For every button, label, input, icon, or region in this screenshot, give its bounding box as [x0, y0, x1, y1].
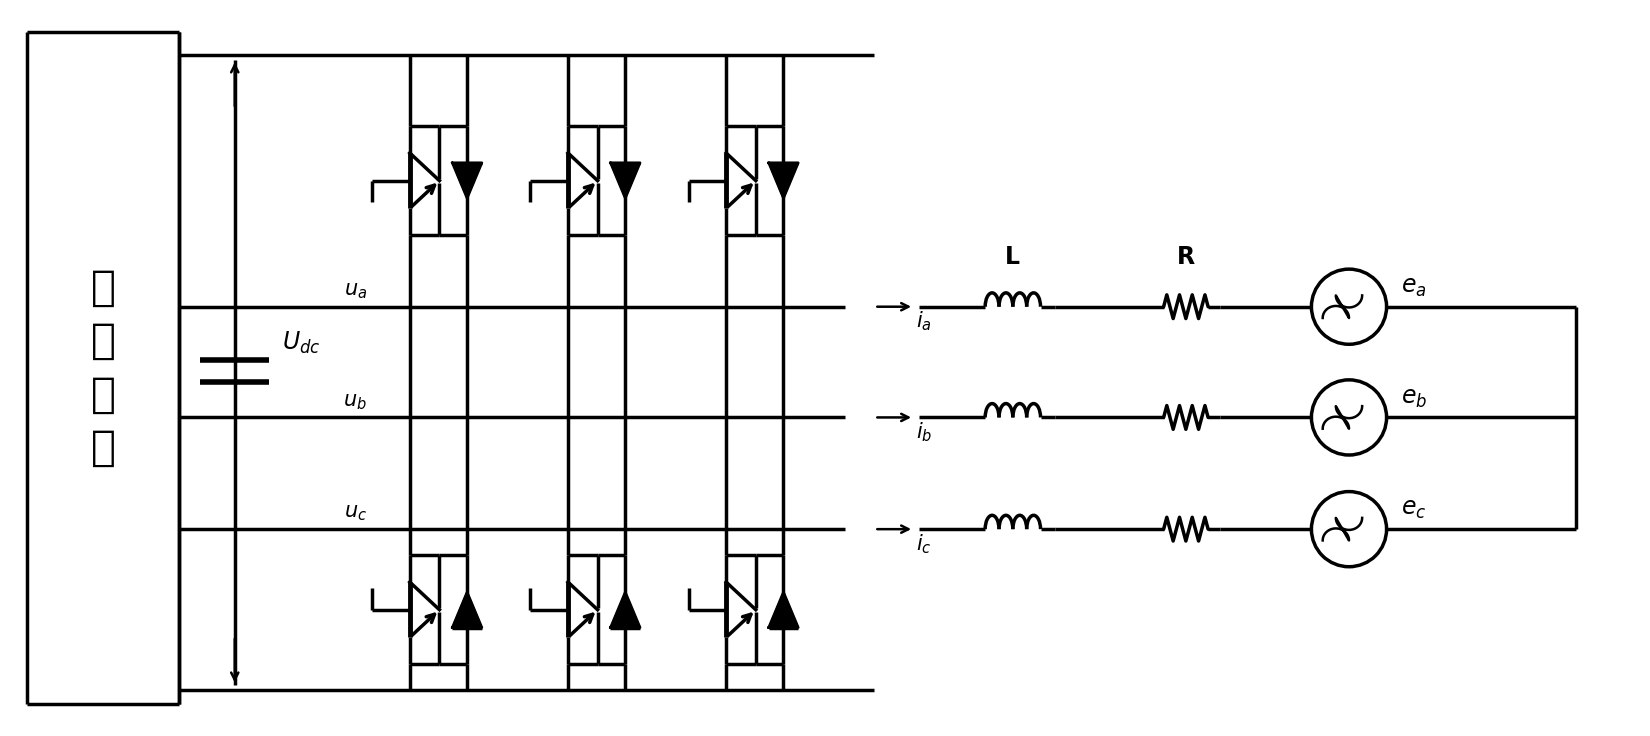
Text: $u_a$: $u_a$	[343, 281, 366, 301]
Text: $e_c$: $e_c$	[1401, 498, 1427, 521]
Text: L: L	[1005, 245, 1020, 269]
Text: $e_a$: $e_a$	[1401, 276, 1427, 299]
Text: $i_a$: $i_a$	[916, 310, 932, 333]
Text: 光
伏
阵
列: 光 伏 阵 列	[91, 266, 116, 470]
Polygon shape	[610, 163, 640, 199]
Text: R: R	[1176, 245, 1195, 269]
Polygon shape	[452, 163, 482, 199]
Polygon shape	[452, 592, 482, 628]
Text: $u_c$: $u_c$	[343, 503, 366, 523]
Polygon shape	[769, 163, 799, 199]
Text: $e_b$: $e_b$	[1401, 386, 1427, 409]
Text: $U_{dc}$: $U_{dc}$	[282, 330, 320, 356]
Text: $u_b$: $u_b$	[343, 392, 368, 411]
Text: $i_b$: $i_b$	[916, 420, 932, 444]
Text: $i_c$: $i_c$	[916, 532, 932, 556]
Polygon shape	[610, 592, 640, 628]
Polygon shape	[769, 592, 799, 628]
